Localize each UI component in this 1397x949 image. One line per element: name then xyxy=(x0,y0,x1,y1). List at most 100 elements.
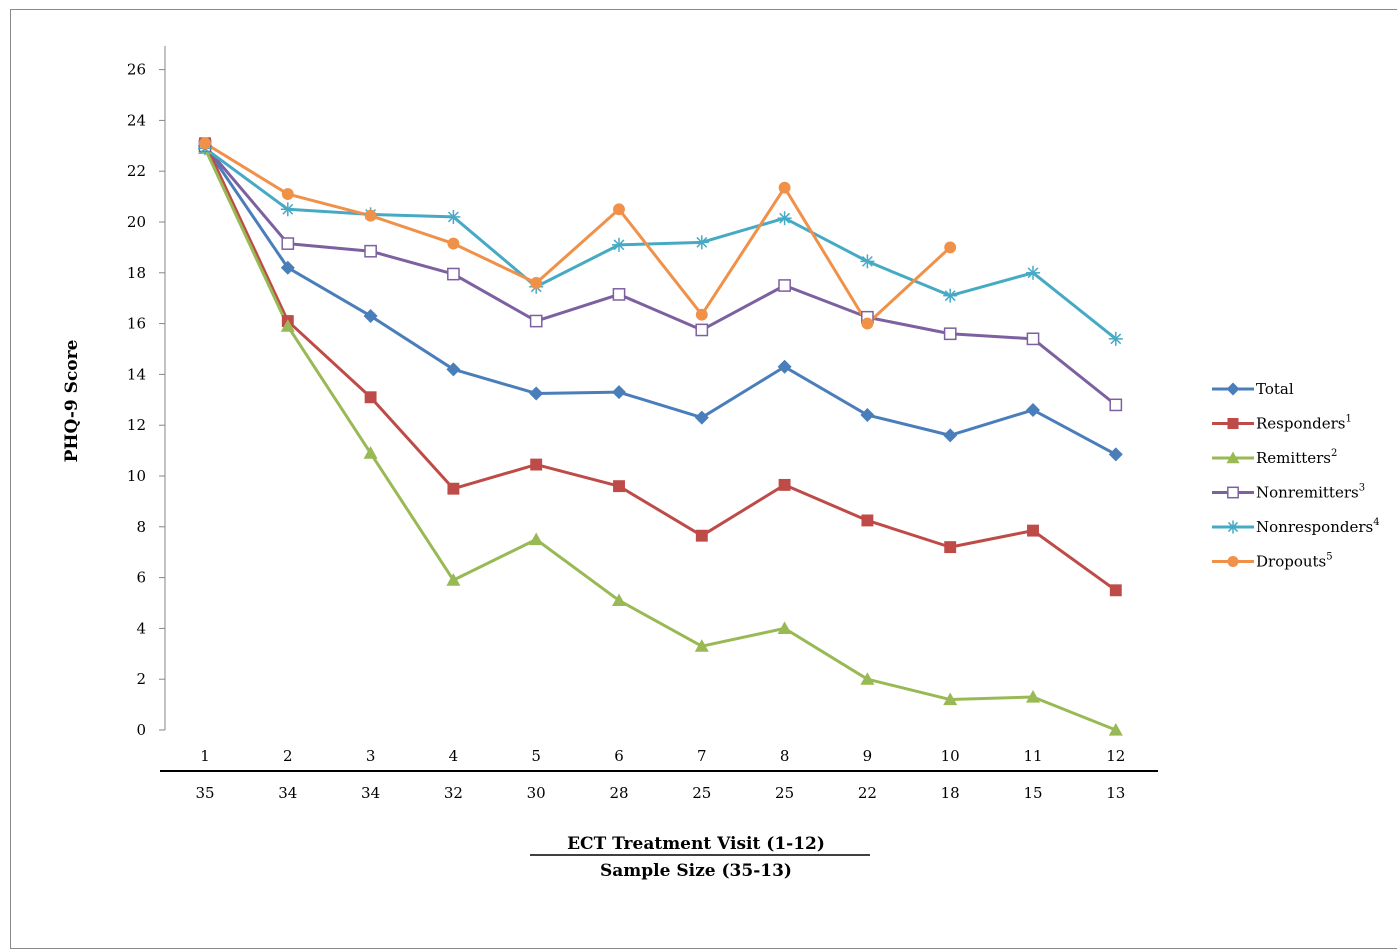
data-point-remitters xyxy=(280,319,295,332)
sample-size-label: 35 xyxy=(195,784,214,802)
data-point-remitters xyxy=(1026,689,1040,703)
x-tick-label: 12 xyxy=(1106,747,1125,765)
data-point-remitters xyxy=(446,573,461,586)
legend-series-name: Nonresponders xyxy=(1256,518,1373,536)
y-tick-label: 0 xyxy=(136,721,146,739)
data-point-nonresponders xyxy=(1026,265,1040,280)
data-point-responders xyxy=(364,391,377,404)
data-point-remitters xyxy=(943,692,958,706)
sample-size-label: 22 xyxy=(858,784,877,802)
y-tick-label: 14 xyxy=(127,365,146,383)
legend-marker-diamond xyxy=(1226,382,1240,396)
legend-marker-triangle xyxy=(1226,451,1240,464)
legend-label: Remitters2 xyxy=(1256,448,1337,467)
data-point-dropouts xyxy=(944,241,957,254)
data-point-total xyxy=(1026,402,1040,417)
sample-size-label: 34 xyxy=(361,784,380,802)
data-point-dropouts xyxy=(364,209,377,222)
legend-footnote-number: 1 xyxy=(1346,414,1352,425)
data-point-responders xyxy=(447,482,460,495)
legend-series-name: Remitters xyxy=(1256,449,1331,467)
legend: TotalResponders1Remitters2Nonremitters3N… xyxy=(1212,380,1380,571)
y-tick-label: 10 xyxy=(127,467,146,485)
data-point-nonresponders xyxy=(777,211,792,226)
legend-item-nonremitters: Nonremitters3 xyxy=(1212,483,1365,502)
y-tick-label: 16 xyxy=(127,315,146,333)
sample-size-label: 13 xyxy=(1106,784,1125,802)
data-point-nonresponders xyxy=(446,209,461,224)
sample-size-label: 32 xyxy=(444,784,463,802)
legend-series-name: Responders xyxy=(1256,415,1346,433)
legend-footnote-number: 5 xyxy=(1326,552,1332,563)
data-point-nonremitters xyxy=(695,323,709,337)
x-tick-label: 4 xyxy=(449,747,459,765)
y-tick-label: 18 xyxy=(127,264,146,282)
data-point-total xyxy=(777,359,792,374)
data-point-nonremitters xyxy=(364,244,377,258)
legend-marker-circle xyxy=(1227,555,1239,568)
data-point-nonremitters xyxy=(778,279,791,292)
y-tick-label: 26 xyxy=(127,61,146,79)
data-point-nonremitters xyxy=(529,314,543,328)
legend-label: Nonremitters3 xyxy=(1256,483,1365,502)
data-point-nonremitters xyxy=(943,327,957,341)
legend-item-responders: Responders1 xyxy=(1212,414,1352,433)
sample-size-label: 25 xyxy=(775,784,794,802)
y-tick-label: 2 xyxy=(136,670,146,688)
y-tick-label: 24 xyxy=(127,111,146,129)
sample-size-label: 30 xyxy=(527,784,546,802)
series-markers xyxy=(198,137,1123,736)
y-tick-label: 8 xyxy=(136,518,146,536)
data-point-nonremitters xyxy=(281,237,295,250)
x-category-labels: 1 2 3 4 5 6 7 8 9 10 11 12 xyxy=(200,747,1125,765)
x-tick-label: 7 xyxy=(697,747,707,765)
x-tick-label: 5 xyxy=(531,747,541,765)
data-point-remitters xyxy=(694,639,709,652)
x-tick-label: 6 xyxy=(614,747,624,765)
data-point-remitters xyxy=(1108,723,1123,736)
series-line-responders xyxy=(203,142,1117,592)
sample-size-label: 28 xyxy=(609,784,628,802)
axes xyxy=(160,46,1158,856)
data-point-responders xyxy=(778,478,791,491)
legend-series-name: Nonremitters xyxy=(1256,484,1359,502)
legend-series-name: Dropouts xyxy=(1256,553,1326,571)
legend-marker-square xyxy=(1227,417,1239,430)
data-point-nonremitters xyxy=(612,288,626,301)
series-lines xyxy=(203,141,1117,732)
data-point-total xyxy=(280,260,295,275)
data-point-dropouts xyxy=(199,137,211,150)
y-tick-label: 12 xyxy=(127,416,146,434)
x-tick-label: 8 xyxy=(780,747,790,765)
data-point-remitters xyxy=(612,593,626,607)
data-point-dropouts xyxy=(281,188,294,201)
data-point-responders xyxy=(1027,524,1039,537)
data-point-dropouts xyxy=(695,308,708,321)
data-point-total xyxy=(860,408,875,423)
x-tick-label: 1 xyxy=(200,747,210,765)
data-point-nonremitters xyxy=(447,267,460,281)
data-point-remitters xyxy=(777,621,792,634)
sample-size-label: 34 xyxy=(278,784,297,802)
series-line-total xyxy=(203,144,1117,456)
data-point-nonresponders xyxy=(694,235,709,250)
data-point-dropouts xyxy=(530,277,543,289)
data-point-nonresponders xyxy=(280,202,295,217)
data-point-responders xyxy=(861,514,874,527)
legend-label: Nonresponders4 xyxy=(1256,517,1380,536)
data-point-remitters xyxy=(363,446,378,459)
legend-marker-asterisk xyxy=(1226,520,1240,534)
y-axis-title: PHQ-9 Score xyxy=(62,339,82,462)
data-point-nonresponders xyxy=(612,237,626,252)
data-point-nonresponders xyxy=(1108,331,1123,346)
data-point-responders xyxy=(613,480,625,493)
data-point-total xyxy=(612,385,626,400)
y-tick-label: 4 xyxy=(136,619,146,637)
data-point-dropouts xyxy=(861,317,874,330)
sample-size-label: 25 xyxy=(692,784,711,802)
data-point-nonresponders xyxy=(860,254,875,269)
data-point-nonremitters xyxy=(1026,332,1040,346)
series-line-remitters xyxy=(203,147,1117,732)
data-point-remitters xyxy=(529,532,544,546)
